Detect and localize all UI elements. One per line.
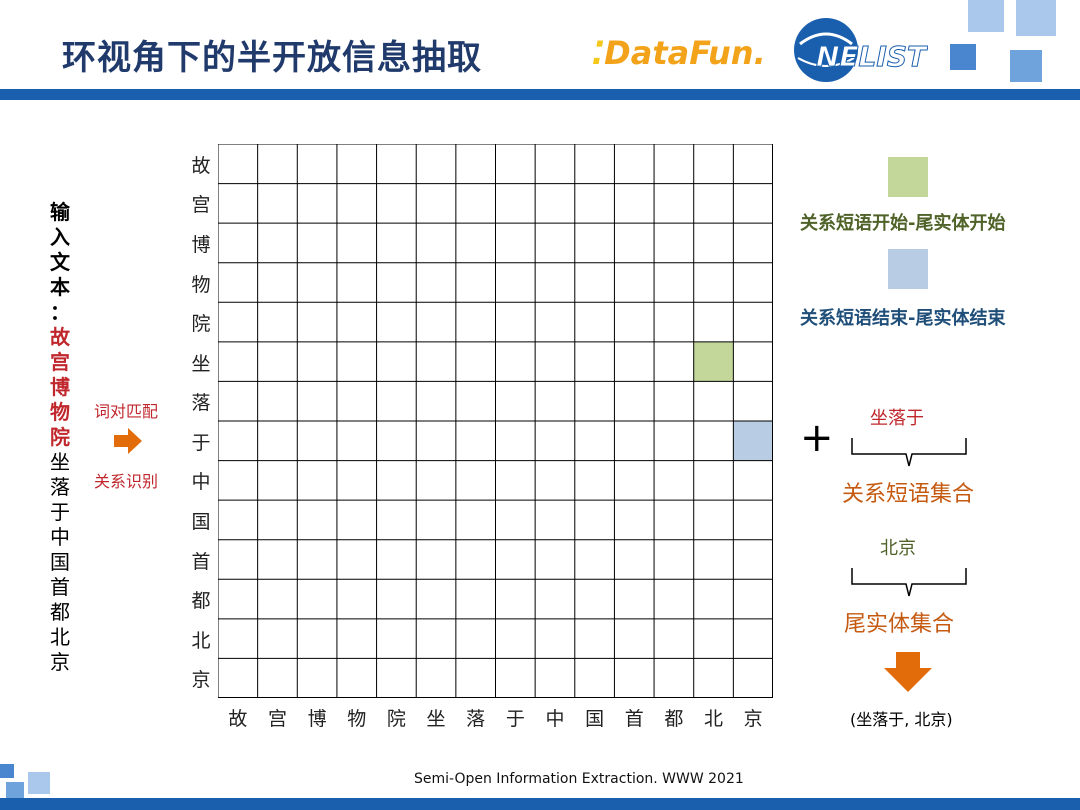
grid-col-label: 物	[347, 708, 367, 730]
input-char: 故	[50, 325, 70, 349]
grid-cell-start	[693, 341, 734, 382]
grid-col-label: 国	[585, 708, 605, 730]
grid-col-label: 都	[664, 708, 684, 730]
legend-start-label: 关系短语开始-尾实体开始	[800, 213, 1006, 234]
grid-row-label: 京	[191, 669, 211, 692]
tail-brace	[851, 568, 967, 597]
header-rule	[0, 89, 1080, 100]
input-char: 输	[50, 200, 70, 224]
grid-row-label: 宫	[191, 194, 211, 217]
relation-set-label: 关系短语集合	[842, 482, 975, 507]
deco-square	[1016, 0, 1056, 36]
grid-row-label: 物	[191, 273, 211, 296]
datafun-logo-text: DataFun.	[604, 34, 766, 72]
grid-row-label: 坐	[191, 352, 211, 375]
arrow-down-icon	[884, 652, 932, 692]
input-char: 本	[50, 275, 70, 299]
grid-row-label: 国	[191, 510, 211, 533]
input-char: 落	[50, 475, 70, 499]
footer-rule	[0, 798, 1080, 810]
globe-icon	[794, 18, 858, 82]
grid-col-label: 宫	[267, 708, 287, 730]
input-char: 于	[50, 500, 70, 524]
datafun-logo: ⁚DataFun.	[592, 34, 766, 72]
grid-row-labels: 故宫博物院坐落于中国首都北京	[186, 144, 216, 698]
grid-col-label: 于	[505, 708, 525, 730]
deco-square	[28, 772, 50, 794]
input-char: ：	[50, 300, 70, 324]
relation-brace	[851, 438, 967, 467]
grid-col-label: 中	[545, 708, 565, 730]
datafun-dots-icon: ⁚	[592, 34, 605, 72]
input-char: 文	[50, 250, 70, 274]
input-char: 物	[50, 400, 70, 424]
grid-col-label: 北	[704, 708, 724, 730]
input-char: 入	[50, 225, 70, 249]
grid-col-label: 故	[228, 708, 248, 730]
grid-col-label: 落	[466, 708, 486, 730]
input-text-column: 输入文本：故宫博物院坐落于中国首都北京	[44, 200, 76, 675]
input-char: 院	[50, 425, 70, 449]
extraction-result: (坐落于, 北京)	[850, 710, 953, 729]
grid-row-label: 院	[191, 313, 211, 336]
grid-cell-end	[733, 421, 773, 461]
grid-col-labels: 故宫博物院坐落于中国首都北京	[218, 704, 773, 734]
page-title: 环视角下的半开放信息抽取	[62, 38, 482, 78]
arrow-right-icon	[114, 428, 142, 454]
input-char: 都	[50, 600, 70, 624]
relation-phrase: 坐落于	[870, 408, 924, 429]
legend-end-swatch	[888, 249, 928, 289]
input-char: 北	[50, 625, 70, 649]
nelist-logo-text: NELIST	[816, 40, 928, 73]
citation: Semi-Open Information Extraction. WWW 20…	[414, 771, 744, 787]
tail-set-label: 尾实体集合	[844, 612, 955, 637]
legend-end-label: 关系短语结束-尾实体结束	[800, 308, 1006, 329]
input-char: 国	[50, 550, 70, 574]
grid-col-label: 首	[624, 708, 644, 730]
input-char: 京	[50, 650, 70, 674]
grid-row-label: 博	[191, 233, 211, 256]
grid-col-label: 院	[386, 708, 406, 730]
tail-entity: 北京	[880, 538, 916, 559]
grid-row-label: 首	[191, 550, 211, 573]
input-char: 中	[50, 525, 70, 549]
grid-col-label: 博	[307, 708, 327, 730]
grid-row-label: 故	[191, 154, 211, 177]
deco-square	[950, 44, 976, 70]
input-char: 首	[50, 575, 70, 599]
grid-row-label: 北	[191, 629, 211, 652]
plus-sign: +	[800, 415, 834, 461]
grid-row-label: 于	[191, 431, 211, 454]
input-char: 宫	[50, 350, 70, 374]
deco-square	[6, 782, 24, 798]
deco-square	[1010, 50, 1042, 82]
step-relation-recognition: 关系识别	[94, 472, 159, 491]
nelist-logo: NELIST	[794, 18, 928, 82]
grid-row-label: 中	[191, 471, 211, 494]
word-pair-grid	[218, 144, 773, 698]
grid-col-label: 坐	[426, 708, 446, 730]
step-word-pair-match: 词对匹配	[94, 402, 159, 421]
input-char: 坐	[50, 450, 70, 474]
grid-row-label: 落	[191, 392, 211, 415]
grid-col-label: 京	[743, 708, 763, 730]
deco-square	[968, 0, 1004, 32]
legend-start-swatch	[888, 157, 928, 197]
input-char: 博	[50, 375, 70, 399]
deco-square	[0, 764, 14, 778]
grid-row-label: 都	[191, 590, 211, 613]
